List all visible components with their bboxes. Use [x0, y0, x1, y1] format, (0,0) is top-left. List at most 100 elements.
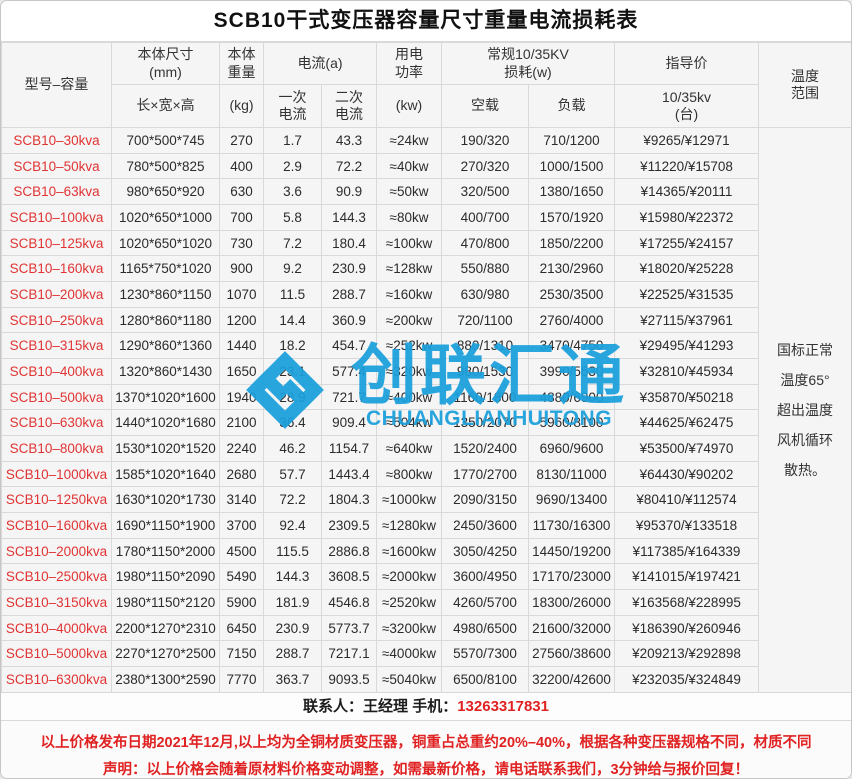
dimensions-cell: 1280*860*1180: [111, 306, 220, 334]
model-capacity-cell: SCB10–250kva: [1, 306, 112, 334]
power-cell: ≈400kw: [376, 383, 442, 411]
power-cell: ≈200kw: [376, 306, 442, 334]
page-title: SCB10干式变压器容量尺寸重量电流损耗表: [1, 1, 851, 42]
primary-current-cell: 57.7: [263, 460, 322, 488]
price-cell: ¥17255/¥24157: [614, 229, 759, 257]
table-row: SCB10–1600kva 1690*1150*1900 3700 92.4 2…: [1, 512, 852, 539]
price-cell: ¥53500/¥74970: [614, 435, 759, 462]
load-loss-cell: 1380/1650: [528, 178, 615, 206]
footer-notes: 以上价格发布日期2021年12月,以上均为全铜材质变压器，铜重占总重约20%–4…: [1, 720, 851, 778]
dimensions-cell: 1630*1020*1730: [111, 486, 220, 514]
model-capacity-cell: SCB10–1250kva: [1, 486, 112, 514]
price-cell: ¥15980/¥22372: [614, 204, 759, 231]
price-cell: ¥232035/¥324849: [614, 666, 759, 693]
power-cell: ≈24kw: [376, 127, 442, 154]
price-cell: ¥209213/¥292898: [614, 640, 759, 668]
secondary-current-cell: 4546.8: [321, 589, 377, 616]
price-cell: ¥32810/¥45934: [614, 358, 759, 385]
header-current-group: 电流(a): [263, 42, 377, 85]
power-cell: ≈4000kw: [376, 640, 442, 668]
power-cell: ≈504kw: [376, 409, 442, 437]
power-cell: ≈252kw: [376, 332, 442, 360]
weight-cell: 400: [219, 152, 264, 180]
load-loss-cell: 21600/32000: [528, 614, 615, 642]
dimensions-cell: 1230*860*1150: [111, 281, 220, 308]
model-capacity-cell: SCB10–1000kva: [1, 460, 112, 488]
price-cell: ¥35870/¥50218: [614, 383, 759, 411]
price-cell: ¥141015/¥197421: [614, 563, 759, 591]
contact-phone: 13263317831: [457, 697, 549, 715]
table-row: SCB10–3150kva 1980*1150*2120 5900 181.9 …: [1, 589, 852, 616]
header-noload-loss: 空载: [441, 84, 529, 128]
model-capacity-cell: SCB10–5000kva: [1, 640, 112, 668]
dimensions-cell: 700*500*745: [111, 127, 220, 154]
dimensions-cell: 1585*1020*1640: [111, 460, 220, 488]
weight-cell: 1070: [219, 281, 264, 308]
dimensions-cell: 1980*1150*2120: [111, 589, 220, 616]
model-capacity-cell: SCB10–30kva: [1, 127, 112, 154]
table-row: SCB10–30kva 700*500*745 270 1.7 43.3 ≈24…: [1, 127, 851, 693]
primary-current-cell: 1.7: [263, 127, 322, 154]
load-loss-cell: 8130/11000: [528, 460, 615, 488]
load-loss-cell: 710/1200: [528, 127, 615, 154]
primary-current-cell: 28.9: [263, 383, 322, 411]
model-capacity-cell: SCB10–100kva: [1, 204, 112, 231]
secondary-current-cell: 288.7: [321, 281, 377, 308]
weight-cell: 2680: [219, 460, 264, 488]
table-body: SCB10–30kva 700*500*745 270 1.7 43.3 ≈24…: [1, 127, 852, 693]
dimensions-cell: 780*500*825: [111, 152, 220, 180]
table-row: SCB10–800kva 1530*1020*1520 2240 46.2 11…: [1, 435, 852, 462]
noload-loss-cell: 1350/2070: [441, 409, 529, 437]
secondary-current-cell: 1154.7: [321, 435, 377, 462]
model-capacity-cell: SCB10–500kva: [1, 383, 112, 411]
weight-cell: 1650: [219, 358, 264, 385]
dimensions-cell: 1370*1020*1600: [111, 383, 220, 411]
power-cell: ≈800kw: [376, 460, 442, 488]
weight-cell: 1940: [219, 383, 264, 411]
contact-bar: 联系人：王经理 手机：13263317831: [1, 692, 851, 721]
model-capacity-cell: SCB10–6300kva: [1, 666, 112, 693]
weight-cell: 900: [219, 255, 264, 283]
model-capacity-cell: SCB10–3150kva: [1, 589, 112, 616]
power-cell: ≈2000kw: [376, 563, 442, 591]
dimensions-cell: 2380*1300*2590: [111, 666, 220, 693]
load-loss-cell: 2130/2960: [528, 255, 615, 283]
noload-loss-cell: 2450/3600: [441, 512, 529, 539]
header-weight: 本体 重量: [219, 42, 264, 85]
noload-loss-cell: 5570/7300: [441, 640, 529, 668]
model-capacity-cell: SCB10–1600kva: [1, 512, 112, 539]
power-cell: ≈1280kw: [376, 512, 442, 539]
noload-loss-cell: 190/320: [441, 127, 529, 154]
table-row: SCB10–2000kva 1780*1150*2000 4500 115.5 …: [1, 537, 852, 565]
price-cell: ¥117385/¥164339: [614, 537, 759, 565]
secondary-current-cell: 5773.7: [321, 614, 377, 642]
price-cell: ¥44625/¥62475: [614, 409, 759, 437]
secondary-current-cell: 909.4: [321, 409, 377, 437]
power-cell: ≈160kw: [376, 281, 442, 308]
dimensions-cell: 2270*1270*2500: [111, 640, 220, 668]
price-cell: ¥9265/¥12971: [614, 127, 759, 154]
table-row: SCB10–100kva 1020*650*1000 700 5.8 144.3…: [1, 204, 852, 231]
weight-cell: 630: [219, 178, 264, 206]
secondary-current-cell: 360.9: [321, 306, 377, 334]
power-cell: ≈5040kw: [376, 666, 442, 693]
secondary-current-cell: 9093.5: [321, 666, 377, 693]
table-row: SCB10–250kva 1280*860*1180 1200 14.4 360…: [1, 306, 852, 334]
secondary-current-cell: 72.2: [321, 152, 377, 180]
model-capacity-cell: SCB10–2500kva: [1, 563, 112, 591]
primary-current-cell: 92.4: [263, 512, 322, 539]
weight-cell: 3700: [219, 512, 264, 539]
primary-current-cell: 11.5: [263, 281, 322, 308]
contact-label: 联系人：王经理 手机：: [303, 697, 458, 715]
primary-current-cell: 23.1: [263, 358, 322, 385]
price-cell: ¥18020/¥25228: [614, 255, 759, 283]
secondary-current-cell: 2309.5: [321, 512, 377, 539]
primary-current-cell: 46.2: [263, 435, 322, 462]
footer-line-2: 声明：以上价格会随着原材料价格变动调整，如需最新价格，请电话联系我们，3分钟给与…: [102, 761, 750, 778]
price-cell: ¥163568/¥228995: [614, 589, 759, 616]
power-cell: ≈320kw: [376, 358, 442, 385]
model-capacity-cell: SCB10–315kva: [1, 332, 112, 360]
model-capacity-cell: SCB10–630kva: [1, 409, 112, 437]
price-cell: ¥22525/¥31535: [614, 281, 759, 308]
